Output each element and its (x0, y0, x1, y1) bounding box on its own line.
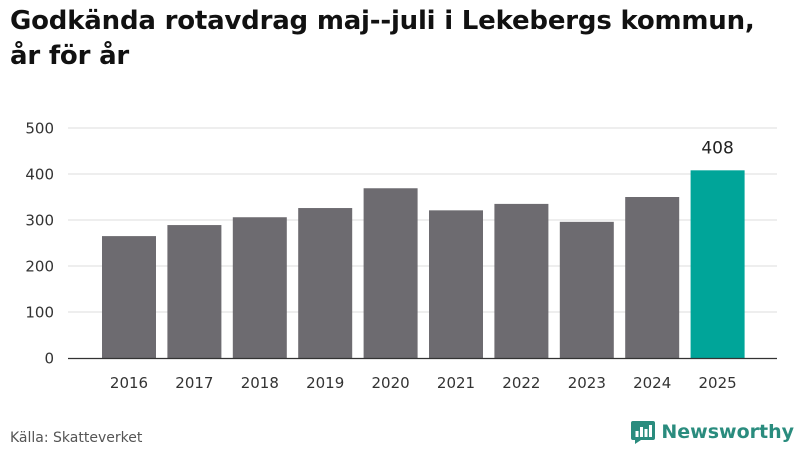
y-tick-labels: 0 100 200 300 400 500 (25, 120, 54, 368)
chart-title: Godkända rotavdrag maj--juli i Lekebergs… (10, 6, 755, 71)
x-tick-label-2016: 2016 (110, 374, 148, 392)
bar-2021 (429, 210, 483, 358)
x-tick-label-2019: 2019 (306, 374, 344, 392)
newsworthy-logo-icon (631, 421, 656, 444)
y-tick-label-0: 0 (44, 350, 54, 368)
y-tick-label-400: 400 (25, 166, 54, 184)
bar-2025 (690, 170, 745, 358)
y-tick-label-200: 200 (25, 258, 54, 276)
bar-2016 (102, 236, 156, 358)
x-tick-label-2022: 2022 (502, 374, 540, 392)
bar-2020 (363, 188, 418, 358)
source-note: Källa: Skatteverket (10, 430, 143, 446)
x-tick-label-2023: 2023 (568, 374, 606, 392)
bar-2023 (559, 221, 614, 358)
data-labels: 408 (701, 138, 733, 158)
data-label-2025: 408 (701, 138, 733, 158)
x-tick-label-2021: 2021 (437, 374, 475, 392)
y-tick-label-100: 100 (25, 304, 54, 322)
bar-2024 (625, 197, 680, 358)
bar-2022 (494, 203, 549, 358)
brand-logo: Newsworthy (630, 419, 794, 445)
y-tick-label-300: 300 (25, 212, 54, 230)
bar-2019 (298, 208, 353, 358)
bars (102, 170, 745, 358)
x-tick-label-2017: 2017 (175, 374, 213, 392)
x-tick-label-2020: 2020 (372, 374, 410, 392)
x-tick-label-2018: 2018 (241, 374, 279, 392)
bar-2018 (232, 217, 287, 358)
x-tick-labels: 2016 2017 2018 2019 2020 2021 2022 2023 2024 2025 (110, 374, 737, 392)
y-tick-label-500: 500 (25, 120, 54, 138)
x-tick-label-2025: 2025 (699, 374, 737, 392)
brand-name: Newsworthy (661, 421, 794, 443)
bar-2017 (167, 225, 222, 358)
x-tick-label-2024: 2024 (633, 374, 671, 392)
